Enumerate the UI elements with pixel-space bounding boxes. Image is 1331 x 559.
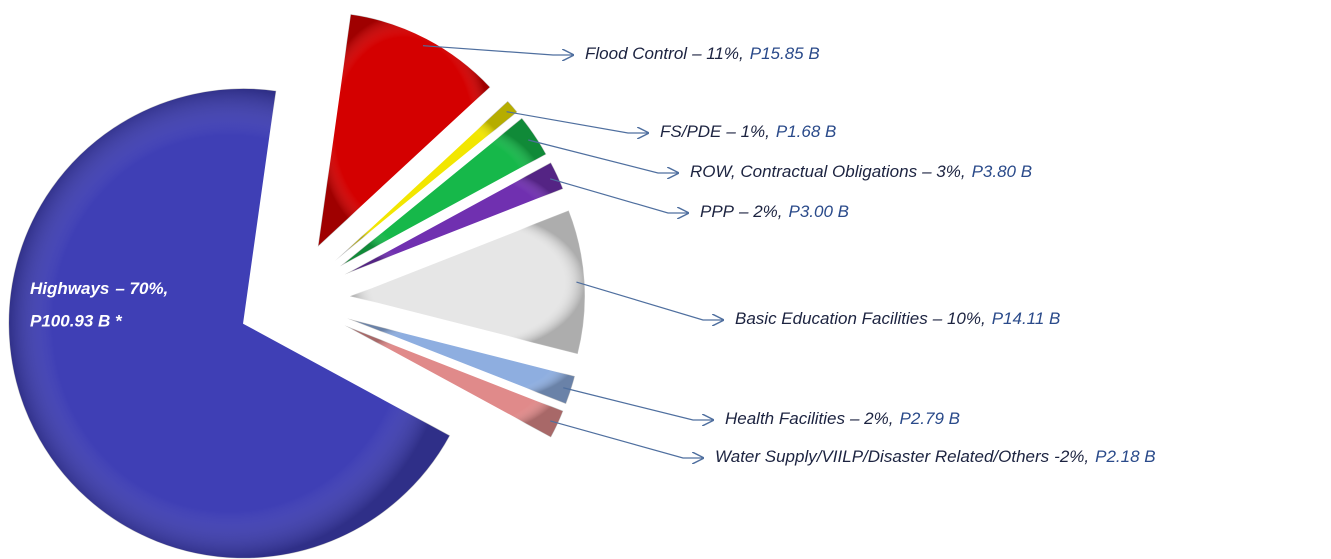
category-name: Health Facilities: [725, 409, 845, 428]
category-name: ROW, Contractual Obligations: [690, 162, 918, 181]
value-label: – 2%,: [738, 202, 782, 221]
amount-label: P1.68 B: [776, 122, 837, 141]
value-label: – 70%,: [115, 279, 168, 298]
value-label: -2%,: [1054, 447, 1089, 466]
leader-arrow: [422, 45, 573, 55]
category-name: Highways: [30, 279, 109, 298]
slice-label: Health Facilities – 2%, P2.79 B: [725, 409, 960, 428]
category-name: FS/PDE: [660, 122, 722, 141]
leader-arrow: [550, 178, 688, 213]
leader-arrow: [528, 139, 678, 173]
value-label: – 2%,: [849, 409, 893, 428]
category-name: PPP: [700, 202, 735, 221]
slice-label: Basic Education Facilities – 10%, P14.11 B: [735, 309, 1060, 328]
amount-label: P15.85 B: [750, 44, 820, 63]
leader-arrow: [563, 387, 713, 420]
amount-label: P2.79 B: [899, 409, 960, 428]
slice-label: ROW, Contractual Obligations – 3%, P3.80 B: [690, 162, 1032, 181]
leader-arrow: [576, 281, 723, 320]
value-label: – 10%,: [932, 309, 986, 328]
amount-label: P3.80 B: [972, 162, 1033, 181]
category-name: Flood Control: [585, 44, 688, 63]
slice-label: Highways – 70%,: [30, 279, 168, 298]
leader-arrow: [550, 420, 703, 458]
value-label: – 3%,: [921, 162, 965, 181]
leader-arrow: [506, 111, 648, 133]
slice-label: FS/PDE – 1%, P1.68 B: [660, 122, 836, 141]
slice-label: Flood Control – 11%, P15.85 B: [585, 44, 820, 63]
category-name: Water Supply/VIILP/Disaster Related/Othe…: [715, 447, 1050, 466]
slice-label: Water Supply/VIILP/Disaster Related/Othe…: [715, 447, 1156, 466]
value-label: – 1%,: [725, 122, 769, 141]
category-name: Basic Education Facilities: [735, 309, 928, 328]
amount-label: P100.93 B *: [30, 311, 123, 330]
slice-label: PPP – 2%, P3.00 B: [700, 202, 849, 221]
amount-label: P2.18 B: [1095, 447, 1156, 466]
amount-label: P14.11 B: [992, 309, 1061, 328]
amount-label: P3.00 B: [789, 202, 850, 221]
value-label: – 11%,: [691, 44, 744, 63]
